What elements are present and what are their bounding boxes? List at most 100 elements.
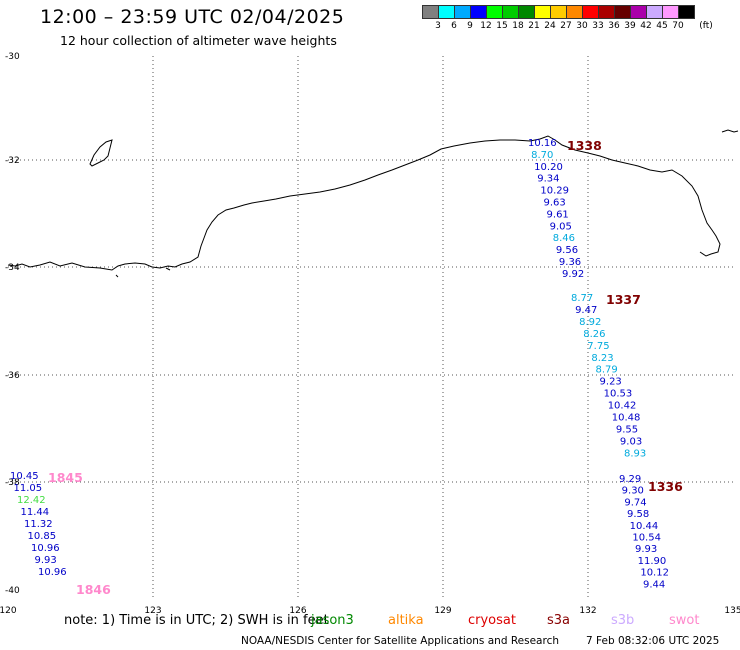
wave-height-value: 9.30 bbox=[622, 486, 644, 497]
pass-number-label: 1338 bbox=[567, 138, 602, 153]
color-legend-tick: 24 bbox=[544, 21, 556, 31]
color-legend-ticks: 3 6 9 12 15 18 21 24 27 30 33 36 39 42 45 70 (ft) bbox=[422, 21, 728, 35]
footer-note: note: 1) Time is in UTC; 2) SWH is in fe… bbox=[64, 613, 329, 628]
wave-height-value: 7.75 bbox=[587, 341, 609, 352]
color-legend-tick: 18 bbox=[512, 21, 524, 31]
color-swatch bbox=[550, 5, 567, 19]
color-legend-tick: 36 bbox=[608, 21, 620, 31]
satellite-label-jason3: jason3 bbox=[311, 613, 354, 628]
pass-number-label: 1845 bbox=[48, 470, 83, 485]
color-swatch bbox=[438, 5, 455, 19]
wave-height-value: 10.54 bbox=[632, 533, 661, 544]
longitude-label: 132 bbox=[579, 606, 596, 616]
wave-height-value: 8.70 bbox=[531, 150, 553, 161]
wave-height-value: 9.93 bbox=[35, 555, 57, 566]
wave-height-value: 8.26 bbox=[583, 329, 605, 340]
page-subtitle: 12 hour collection of altimeter wave hei… bbox=[60, 33, 337, 48]
wave-height-value: 10.16 bbox=[528, 138, 557, 149]
wave-height-value: 11.90 bbox=[638, 556, 667, 567]
credit-line: NOAA/NESDIS Center for Satellite Applica… bbox=[241, 635, 559, 647]
altimeter-tracks: 10.168.7010.209.3410.299.639.619.058.469… bbox=[10, 138, 683, 597]
latitude-label: -34 bbox=[5, 263, 20, 273]
wave-height-value: 9.36 bbox=[559, 257, 581, 268]
color-swatch bbox=[630, 5, 647, 19]
satellite-label-s3b: s3b bbox=[611, 613, 635, 628]
satellite-label-swot: swot bbox=[669, 613, 700, 628]
satellite-label-altika: altika bbox=[388, 613, 424, 628]
wave-height-value: 8.79 bbox=[595, 365, 617, 376]
wave-height-value: 9.03 bbox=[620, 436, 642, 447]
pass-number-label: 1337 bbox=[606, 292, 641, 307]
color-legend-tick: 12 bbox=[480, 21, 492, 31]
wave-height-value: 8.46 bbox=[553, 233, 575, 244]
australia-coastline bbox=[7, 135, 721, 271]
pass-number-label: 1336 bbox=[648, 479, 683, 494]
kangaroo-island bbox=[89, 139, 113, 167]
longitude-label: 120 bbox=[0, 606, 17, 616]
longitude-label: 123 bbox=[144, 606, 161, 616]
generated-timestamp: 7 Feb 08:32:06 UTC 2025 bbox=[586, 635, 720, 647]
satellite-label-s3a: s3a bbox=[547, 613, 571, 628]
longitude-label: 126 bbox=[289, 606, 306, 616]
color-legend-tick: (ft) bbox=[699, 21, 713, 31]
wave-height-value: 9.92 bbox=[562, 269, 584, 280]
latitude-label: -32 bbox=[5, 156, 20, 166]
color-swatch bbox=[422, 5, 439, 19]
wave-height-value: 9.44 bbox=[643, 579, 665, 590]
color-swatch bbox=[646, 5, 663, 19]
color-legend-tick: 45 bbox=[656, 21, 668, 31]
wave-height-value: 11.44 bbox=[21, 507, 50, 518]
color-legend-tick: 27 bbox=[560, 21, 572, 31]
wave-height-value: 11.05 bbox=[14, 483, 43, 494]
wave-height-value: 12.42 bbox=[17, 495, 46, 506]
color-legend-tick: 33 bbox=[592, 21, 604, 31]
wave-height-value: 10.45 bbox=[10, 471, 39, 482]
wave-height-value: 10.20 bbox=[534, 162, 563, 173]
color-legend-tick: 3 bbox=[435, 21, 441, 31]
pass-number-label: 1846 bbox=[76, 582, 111, 597]
wave-height-value: 9.74 bbox=[624, 497, 646, 508]
wave-height-value: 9.34 bbox=[537, 174, 559, 185]
axis-labels: 120 123 126 129 132 135 -30 -32 -34 -36 -38 -40 bbox=[0, 52, 740, 616]
color-swatch bbox=[678, 5, 695, 19]
lat-lon-grid bbox=[8, 56, 733, 600]
color-swatch bbox=[470, 5, 487, 19]
latitude-label: -36 bbox=[5, 371, 20, 381]
wave-height-value: 10.53 bbox=[604, 389, 633, 400]
east-coast-fragment bbox=[721, 129, 739, 133]
wave-height-value: 10.96 bbox=[38, 567, 67, 578]
page-title: 12:00 – 23:59 UTC 02/04/2025 bbox=[40, 6, 345, 28]
wave-height-value: 10.48 bbox=[612, 413, 641, 424]
wave-height-value: 9.56 bbox=[556, 245, 578, 256]
latitude-label: -38 bbox=[5, 478, 20, 488]
color-legend-tick: 30 bbox=[576, 21, 588, 31]
color-legend-tick: 21 bbox=[528, 21, 540, 31]
color-legend-tick: 6 bbox=[451, 21, 457, 31]
satellite-label-cryosat: cryosat bbox=[468, 613, 516, 628]
color-legend-tick: 39 bbox=[624, 21, 636, 31]
wave-height-value: 8.93 bbox=[624, 448, 646, 459]
color-swatch bbox=[614, 5, 631, 19]
wave-height-value: 10.29 bbox=[540, 186, 569, 197]
wave-height-value: 8.92 bbox=[579, 317, 601, 328]
color-legend-tick: 70 bbox=[672, 21, 684, 31]
coastline bbox=[7, 129, 739, 278]
color-swatch bbox=[582, 5, 599, 19]
wave-height-value: 9.58 bbox=[627, 509, 649, 520]
color-swatch bbox=[486, 5, 503, 19]
color-legend-tick: 42 bbox=[640, 21, 652, 31]
wave-height-value: 8.77 bbox=[571, 293, 593, 304]
small-point-2 bbox=[165, 267, 171, 271]
wave-height-value: 9.61 bbox=[547, 209, 569, 220]
latitude-label: -30 bbox=[5, 52, 20, 62]
wave-height-value: 10.96 bbox=[31, 543, 60, 554]
wave-height-value: 10.44 bbox=[630, 521, 659, 532]
color-swatch bbox=[534, 5, 551, 19]
wave-height-value: 11.32 bbox=[24, 519, 53, 530]
color-swatch bbox=[566, 5, 583, 19]
wave-height-value: 9.23 bbox=[600, 377, 622, 388]
wave-height-value: 9.05 bbox=[550, 221, 572, 232]
color-swatch bbox=[662, 5, 679, 19]
color-legend bbox=[422, 5, 695, 19]
